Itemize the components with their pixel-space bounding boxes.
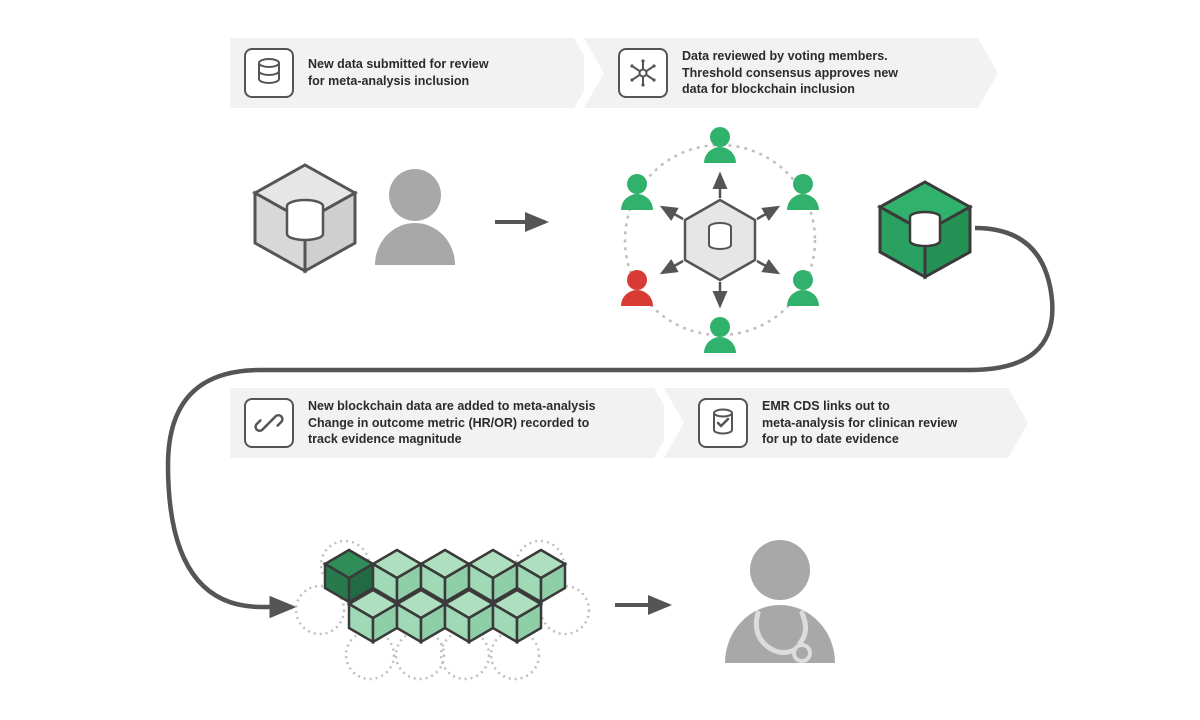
voter-br — [787, 270, 819, 306]
gray-person — [375, 169, 455, 265]
connector-path — [168, 228, 1052, 607]
doctor-icon — [725, 540, 835, 663]
voter-bl-red — [621, 270, 653, 306]
blockchain-cluster — [296, 541, 589, 679]
voting-hub — [621, 127, 819, 353]
green-data-cube — [880, 182, 970, 277]
diagram-svg — [0, 0, 1200, 720]
voter-tl — [621, 174, 653, 210]
gray-data-cube — [255, 165, 355, 271]
